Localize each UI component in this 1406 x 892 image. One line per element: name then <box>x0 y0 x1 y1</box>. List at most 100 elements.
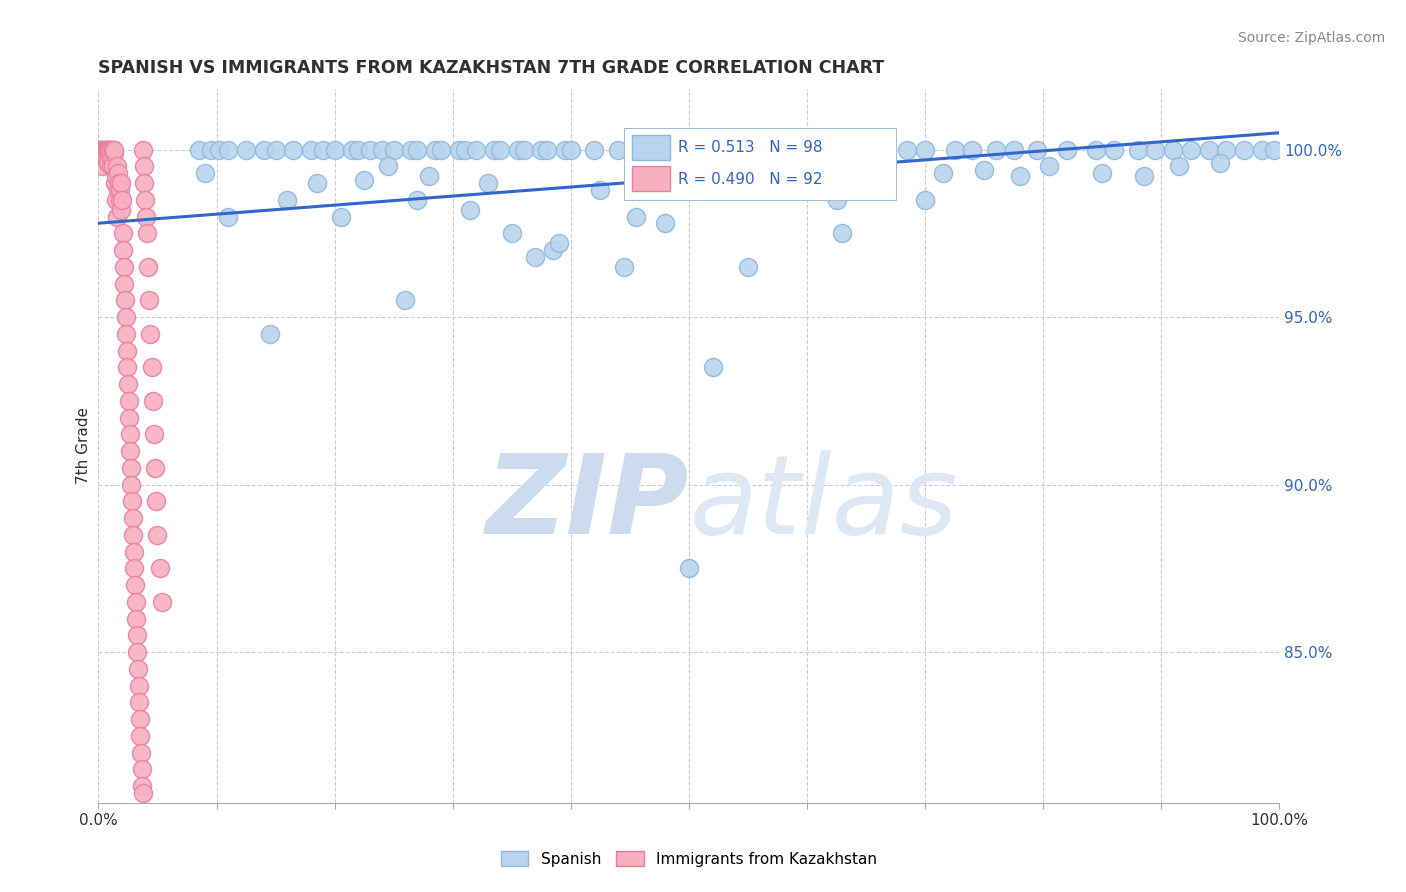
Point <box>100 159 122 173</box>
Point <box>110 202 132 217</box>
Point <box>131 779 153 793</box>
Point <box>583 143 606 157</box>
Point <box>97 143 120 157</box>
Point <box>98 143 121 157</box>
Point <box>90 149 112 163</box>
Point <box>120 460 142 475</box>
Point <box>796 169 818 184</box>
Legend: Spanish, Immigrants from Kazakhstan: Spanish, Immigrants from Kazakhstan <box>501 851 877 866</box>
Point <box>93 143 115 157</box>
Text: R = 0.513   N = 98: R = 0.513 N = 98 <box>678 140 823 155</box>
Point <box>114 293 136 308</box>
Point <box>825 193 848 207</box>
Point <box>194 166 217 180</box>
Point <box>149 561 172 575</box>
Point <box>117 360 139 375</box>
Point <box>117 393 139 408</box>
Point <box>914 193 936 207</box>
Point <box>447 143 470 157</box>
Point <box>589 183 612 197</box>
Text: Source: ZipAtlas.com: Source: ZipAtlas.com <box>1237 31 1385 45</box>
Point <box>423 143 446 157</box>
Point <box>659 143 682 157</box>
Point <box>98 143 121 157</box>
Point <box>124 595 146 609</box>
Point <box>323 143 346 157</box>
Point <box>1144 143 1167 157</box>
Point <box>139 326 162 341</box>
Point <box>108 193 131 207</box>
Point <box>973 162 995 177</box>
Point <box>150 595 173 609</box>
Point <box>124 561 146 575</box>
Y-axis label: 7th Grade: 7th Grade <box>76 408 91 484</box>
Point <box>105 210 128 224</box>
Point <box>121 511 143 525</box>
Point <box>1008 169 1031 184</box>
Point <box>128 712 150 726</box>
Point <box>208 143 231 157</box>
Point <box>127 645 149 659</box>
Point <box>128 679 150 693</box>
Point <box>866 143 889 157</box>
Point <box>873 179 896 194</box>
Point <box>103 143 125 157</box>
Point <box>129 746 152 760</box>
Point <box>737 260 759 274</box>
Point <box>89 143 111 157</box>
Point <box>1102 143 1125 157</box>
Point <box>142 393 165 408</box>
Point <box>1126 143 1149 157</box>
Point <box>103 159 125 173</box>
Point <box>118 410 141 425</box>
Point <box>353 172 375 186</box>
Point <box>96 153 118 167</box>
Point <box>135 210 157 224</box>
Point <box>406 143 429 157</box>
Point <box>122 544 145 558</box>
Point <box>121 494 143 508</box>
Point <box>132 143 155 157</box>
Point <box>1250 143 1272 157</box>
Point <box>624 210 647 224</box>
Point <box>329 210 352 224</box>
Point <box>1161 143 1184 157</box>
Point <box>105 169 128 184</box>
Point <box>103 145 125 160</box>
Point <box>105 159 128 173</box>
Point <box>831 227 853 241</box>
Point <box>299 143 322 157</box>
Point <box>430 143 453 157</box>
Point <box>465 143 488 157</box>
Point <box>97 156 120 170</box>
Point <box>115 343 138 358</box>
Point <box>91 149 114 163</box>
Point <box>217 210 239 224</box>
Point <box>943 143 966 157</box>
Point <box>489 143 512 157</box>
Point <box>107 166 129 180</box>
Point <box>121 477 143 491</box>
Point <box>347 143 370 157</box>
Point <box>135 227 157 241</box>
Point <box>418 169 440 184</box>
Point <box>359 143 381 157</box>
Point <box>91 159 114 173</box>
Point <box>406 193 429 207</box>
Point <box>689 143 711 157</box>
Point <box>276 193 298 207</box>
Point <box>104 193 127 207</box>
Point <box>104 176 127 190</box>
Point <box>820 143 842 157</box>
Point <box>1091 166 1114 180</box>
Point <box>217 143 239 157</box>
Point <box>1209 156 1232 170</box>
Point <box>849 143 872 157</box>
Point <box>108 176 131 190</box>
Point <box>548 236 571 251</box>
Point <box>1168 159 1191 173</box>
Point <box>283 143 305 157</box>
Point <box>96 143 118 157</box>
Point <box>101 143 124 157</box>
Point <box>1026 143 1049 157</box>
